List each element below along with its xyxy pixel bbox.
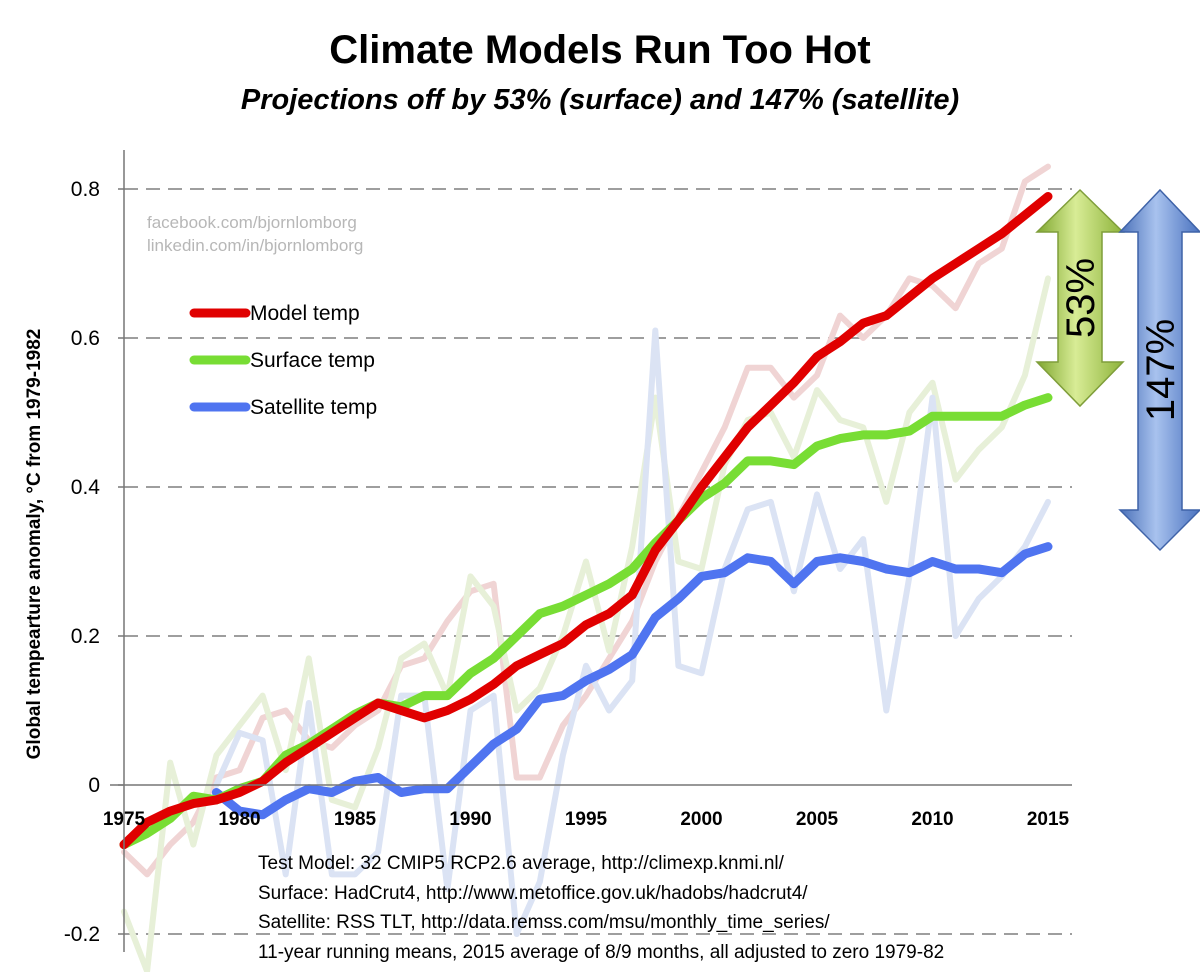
chart-title: Climate Models Run Too Hot [329, 28, 871, 72]
series-line-surface-temp-annual [121, 275, 1051, 972]
y-tick-label: 0 [88, 774, 100, 797]
y-tick-label: -0.2 [64, 923, 100, 946]
note-method: 11-year running means, 2015 average of 8… [258, 942, 944, 963]
double-arrow-icon [1118, 188, 1200, 552]
x-tick-label: 2010 [911, 809, 953, 830]
y-tick-label: 0.2 [71, 625, 100, 648]
note-satellite-source: Satellite: RSS TLT, http://data.remss.co… [258, 912, 830, 933]
x-tick-label: 1995 [565, 809, 608, 830]
running-mean-series [119, 192, 1053, 850]
x-tick-label: 1990 [449, 809, 491, 830]
x-tick-label: 2000 [680, 809, 722, 830]
x-tick-label: 1985 [334, 809, 377, 830]
note-surface-source: Surface: HadCrut4, http://www.metoffice.… [258, 883, 808, 904]
y-tick-label: 0.6 [71, 327, 100, 350]
satellite-gap-arrow: 147% [1118, 188, 1200, 552]
surface-gap-arrow: 53% [1035, 188, 1125, 408]
x-tick-label: 2005 [796, 809, 839, 830]
y-axis-label: Global tempearture anomaly, °C from 1979… [24, 329, 45, 760]
grid-lines [124, 188, 1072, 935]
chart-subtitle: Projections off by 53% (surface) and 147… [240, 84, 960, 116]
legend-label-satellite: Satellite temp [250, 396, 377, 419]
axes: -0.2 0 0.2 0.4 0.6 0.8 1975 1980 1985 1990 1995 200… [64, 150, 1072, 952]
watermark-facebook: facebook.com/bjornlomborg [147, 213, 357, 232]
x-tick-label: 1980 [218, 809, 260, 830]
x-tick-label: 2015 [1027, 809, 1070, 830]
legend-label-model: Model temp [250, 302, 360, 325]
y-tick-label: 0.8 [71, 178, 100, 201]
series-line-model-temp [119, 192, 1053, 850]
series-line-model-temp-annual [121, 163, 1051, 878]
x-tick-label: 1975 [103, 809, 146, 830]
note-model-source: Test Model: 32 CMIP5 RCP2.6 average, htt… [258, 853, 785, 874]
legend: Model temp Surface temp Satellite temp [189, 302, 377, 419]
satellite-gap-label: 147% [1139, 319, 1183, 421]
source-notes: Test Model: 32 CMIP5 RCP2.6 average, htt… [258, 853, 944, 963]
legend-label-surface: Surface temp [250, 349, 375, 372]
series-line-satellite-temp [211, 542, 1053, 820]
y-tick-label: 0.4 [71, 476, 101, 499]
surface-gap-label: 53% [1059, 258, 1103, 338]
watermark-linkedin: linkedin.com/in/bjornlomborg [147, 236, 363, 255]
double-arrow-icon [1035, 188, 1125, 408]
